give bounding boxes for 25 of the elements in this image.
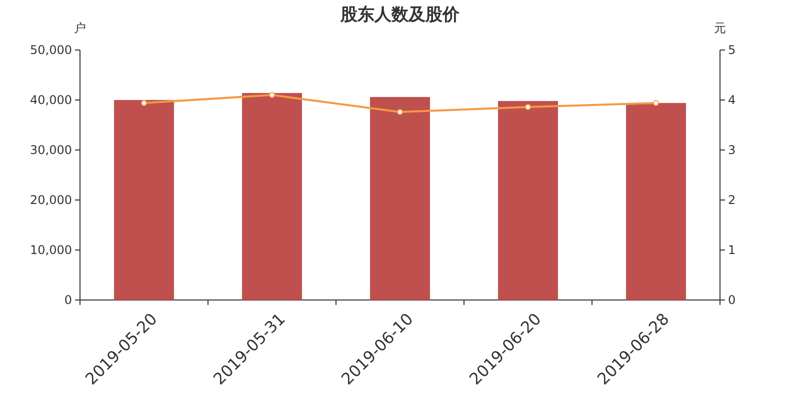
y-tick-label: 10,000 xyxy=(30,243,72,257)
chart-title: 股东人数及股价 xyxy=(340,5,460,25)
point xyxy=(525,104,531,110)
bar xyxy=(498,101,558,300)
y2-tick-label: 5 xyxy=(728,43,736,57)
bar xyxy=(242,93,302,300)
point xyxy=(141,100,147,106)
y2-tick-label: 3 xyxy=(728,143,736,157)
point xyxy=(653,100,659,106)
y-tick-label: 30,000 xyxy=(30,143,72,157)
point xyxy=(269,92,275,98)
y2-tick-label: 0 xyxy=(728,293,736,307)
bar xyxy=(114,100,174,300)
y-tick-label: 40,000 xyxy=(30,93,72,107)
bar xyxy=(626,103,686,300)
y2-tick-label: 4 xyxy=(728,93,736,107)
bar xyxy=(370,97,430,300)
y2-tick-label: 1 xyxy=(728,243,736,257)
y2-axis-title: 元 xyxy=(714,21,726,35)
y-tick-label: 50,000 xyxy=(30,43,72,57)
y-axis-title: 户 xyxy=(74,21,86,35)
point xyxy=(397,109,403,115)
y2-tick-label: 2 xyxy=(728,193,736,207)
y-tick-label: 20,000 xyxy=(30,193,72,207)
y-tick-label: 0 xyxy=(64,293,72,307)
